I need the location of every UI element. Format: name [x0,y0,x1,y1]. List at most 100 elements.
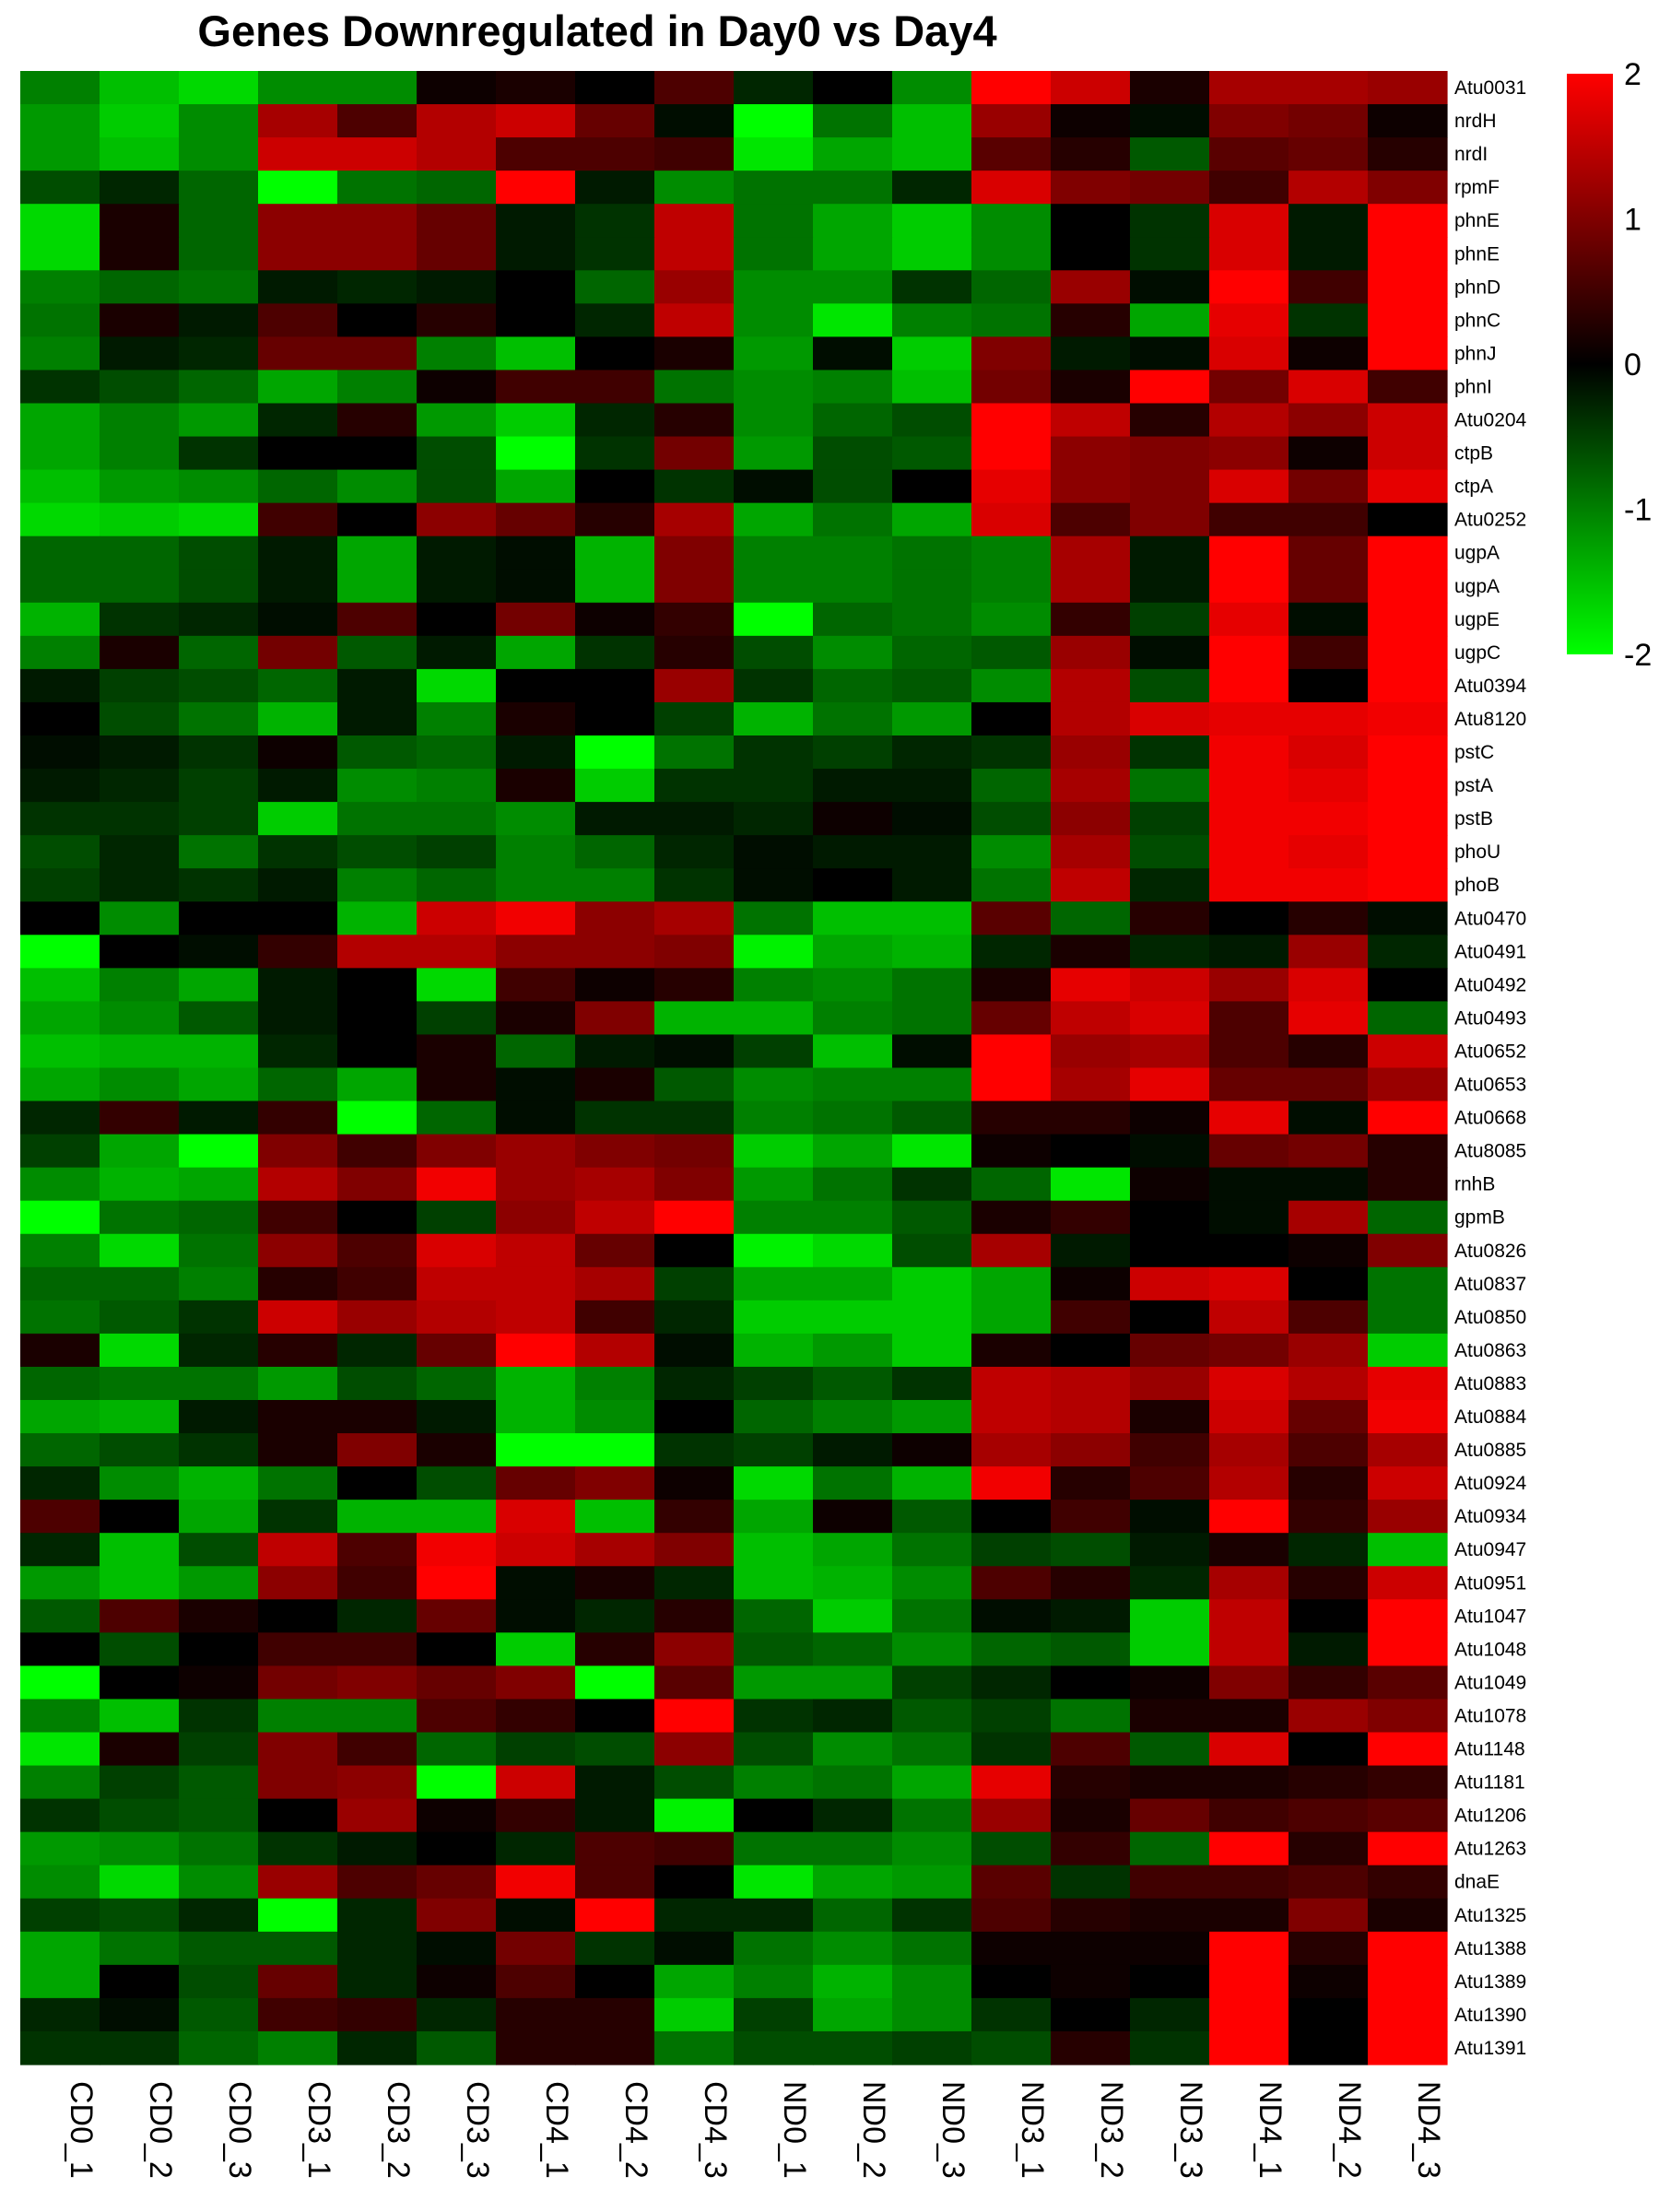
heatmap-cell [258,835,338,869]
heatmap-cell [575,1997,655,2032]
heatmap-cell [971,1333,1052,1368]
heatmap-cell [417,1333,497,1368]
heatmap-cell [20,868,100,902]
heatmap-cell [179,1798,259,1833]
heatmap-cell [1051,336,1131,371]
heatmap-cell [100,436,180,471]
heatmap-cell [20,204,100,238]
heatmap-cell [179,1034,259,1069]
heatmap-cell [337,935,418,969]
row-label: dnaE [1454,1872,1500,1893]
heatmap-cell [1368,868,1448,902]
heatmap-cell [892,1266,972,1301]
heatmap-cell [1130,1333,1210,1368]
heatmap-cell [1209,1366,1289,1401]
heatmap-cell [1288,1233,1369,1268]
heatmap-cell [1051,1300,1131,1335]
heatmap-cell [575,1500,655,1534]
heatmap-cell [654,1167,735,1202]
heatmap-cell [179,1167,259,1202]
heatmap-cell [1130,1001,1210,1036]
heatmap-cell [1368,1632,1448,1666]
heatmap-cell [734,303,814,337]
heatmap-cell [734,1466,814,1500]
heatmap-cell [496,1533,576,1567]
heatmap-cell [337,769,418,803]
heatmap-cell [654,370,735,405]
heatmap-cell [971,403,1052,438]
column-labels: CD0_1 CD0_2 CD0_3 CD3_1 CD3_2 CD3_3 CD4_1 CD4_2… [64,2081,1446,2179]
heatmap-cell [575,602,655,637]
heatmap-cell [258,1665,338,1700]
heatmap-cell [496,1067,576,1102]
heatmap-cell [813,1233,893,1268]
heatmap-cell [1130,204,1210,238]
heatmap-cell [575,303,655,337]
heatmap-cell [813,1798,893,1833]
heatmap-cell [100,336,180,371]
row-label: ugpA [1454,576,1500,597]
heatmap-cell [417,835,497,869]
heatmap-cell [417,303,497,337]
heatmap-cell [179,1533,259,1567]
heatmap-cell [734,1034,814,1069]
heatmap-cell [1130,535,1210,571]
heatmap-cell [575,535,655,571]
heatmap-cell [258,71,338,105]
heatmap-cell [20,802,100,836]
heatmap-cell [1209,1665,1289,1700]
heatmap-cell [417,1831,497,1866]
heatmap-cell [179,1500,259,1534]
heatmap-cell [654,901,735,935]
heatmap-cell [813,635,893,670]
heatmap-cell [575,436,655,471]
heatmap-cell [100,1034,180,1069]
heatmap-cell [1130,1898,1210,1933]
heatmap-cell [496,1400,576,1434]
heatmap-cell [100,270,180,304]
heatmap-cell [971,901,1052,935]
heatmap-cell [1288,336,1369,371]
heatmap-cell [1209,436,1289,471]
heatmap-cell [1368,1831,1448,1866]
heatmap-cell [258,1533,338,1567]
heatmap-cell [1051,71,1131,105]
heatmap-cell [1051,469,1131,504]
heatmap-cell [1368,1665,1448,1700]
heatmap-cell [1051,901,1131,935]
heatmap-cell [575,1001,655,1036]
heatmap-cell [417,336,497,371]
heatmap-cell [496,436,576,471]
heatmap-cell [734,1233,814,1268]
row-label: Atu1148 [1454,1739,1525,1760]
heatmap-cell [813,1100,893,1135]
heatmap-cell [1130,1632,1210,1666]
heatmap-cell [1209,1167,1289,1202]
heatmap-cell [1130,137,1210,171]
heatmap-cell [417,1798,497,1833]
legend-tick-label: -2 [1624,638,1652,673]
heatmap-cell [417,104,497,138]
heatmap-cell [337,602,418,637]
heatmap-cell [892,1001,972,1036]
heatmap-cell [337,1798,418,1833]
heatmap-cell [1368,1134,1448,1169]
heatmap-cell [813,868,893,902]
heatmap-cell [337,1964,418,1999]
heatmap-cell [258,868,338,902]
heatmap-cell [417,935,497,969]
heatmap-cell [1130,735,1210,770]
heatmap-cell [813,602,893,637]
heatmap-cell [734,1566,814,1600]
row-label: Atu1048 [1454,1639,1526,1660]
heatmap-cell [654,1333,735,1368]
heatmap-cell [100,735,180,770]
heatmap-cell [971,1500,1052,1534]
row-label: Atu0653 [1454,1075,1526,1096]
heatmap-cell [20,1500,100,1534]
heatmap-cell [813,336,893,371]
heatmap-cell [1051,1665,1131,1700]
heatmap-cell [813,270,893,304]
row-label: gpmB [1454,1207,1505,1229]
row-label: phnC [1454,310,1500,331]
